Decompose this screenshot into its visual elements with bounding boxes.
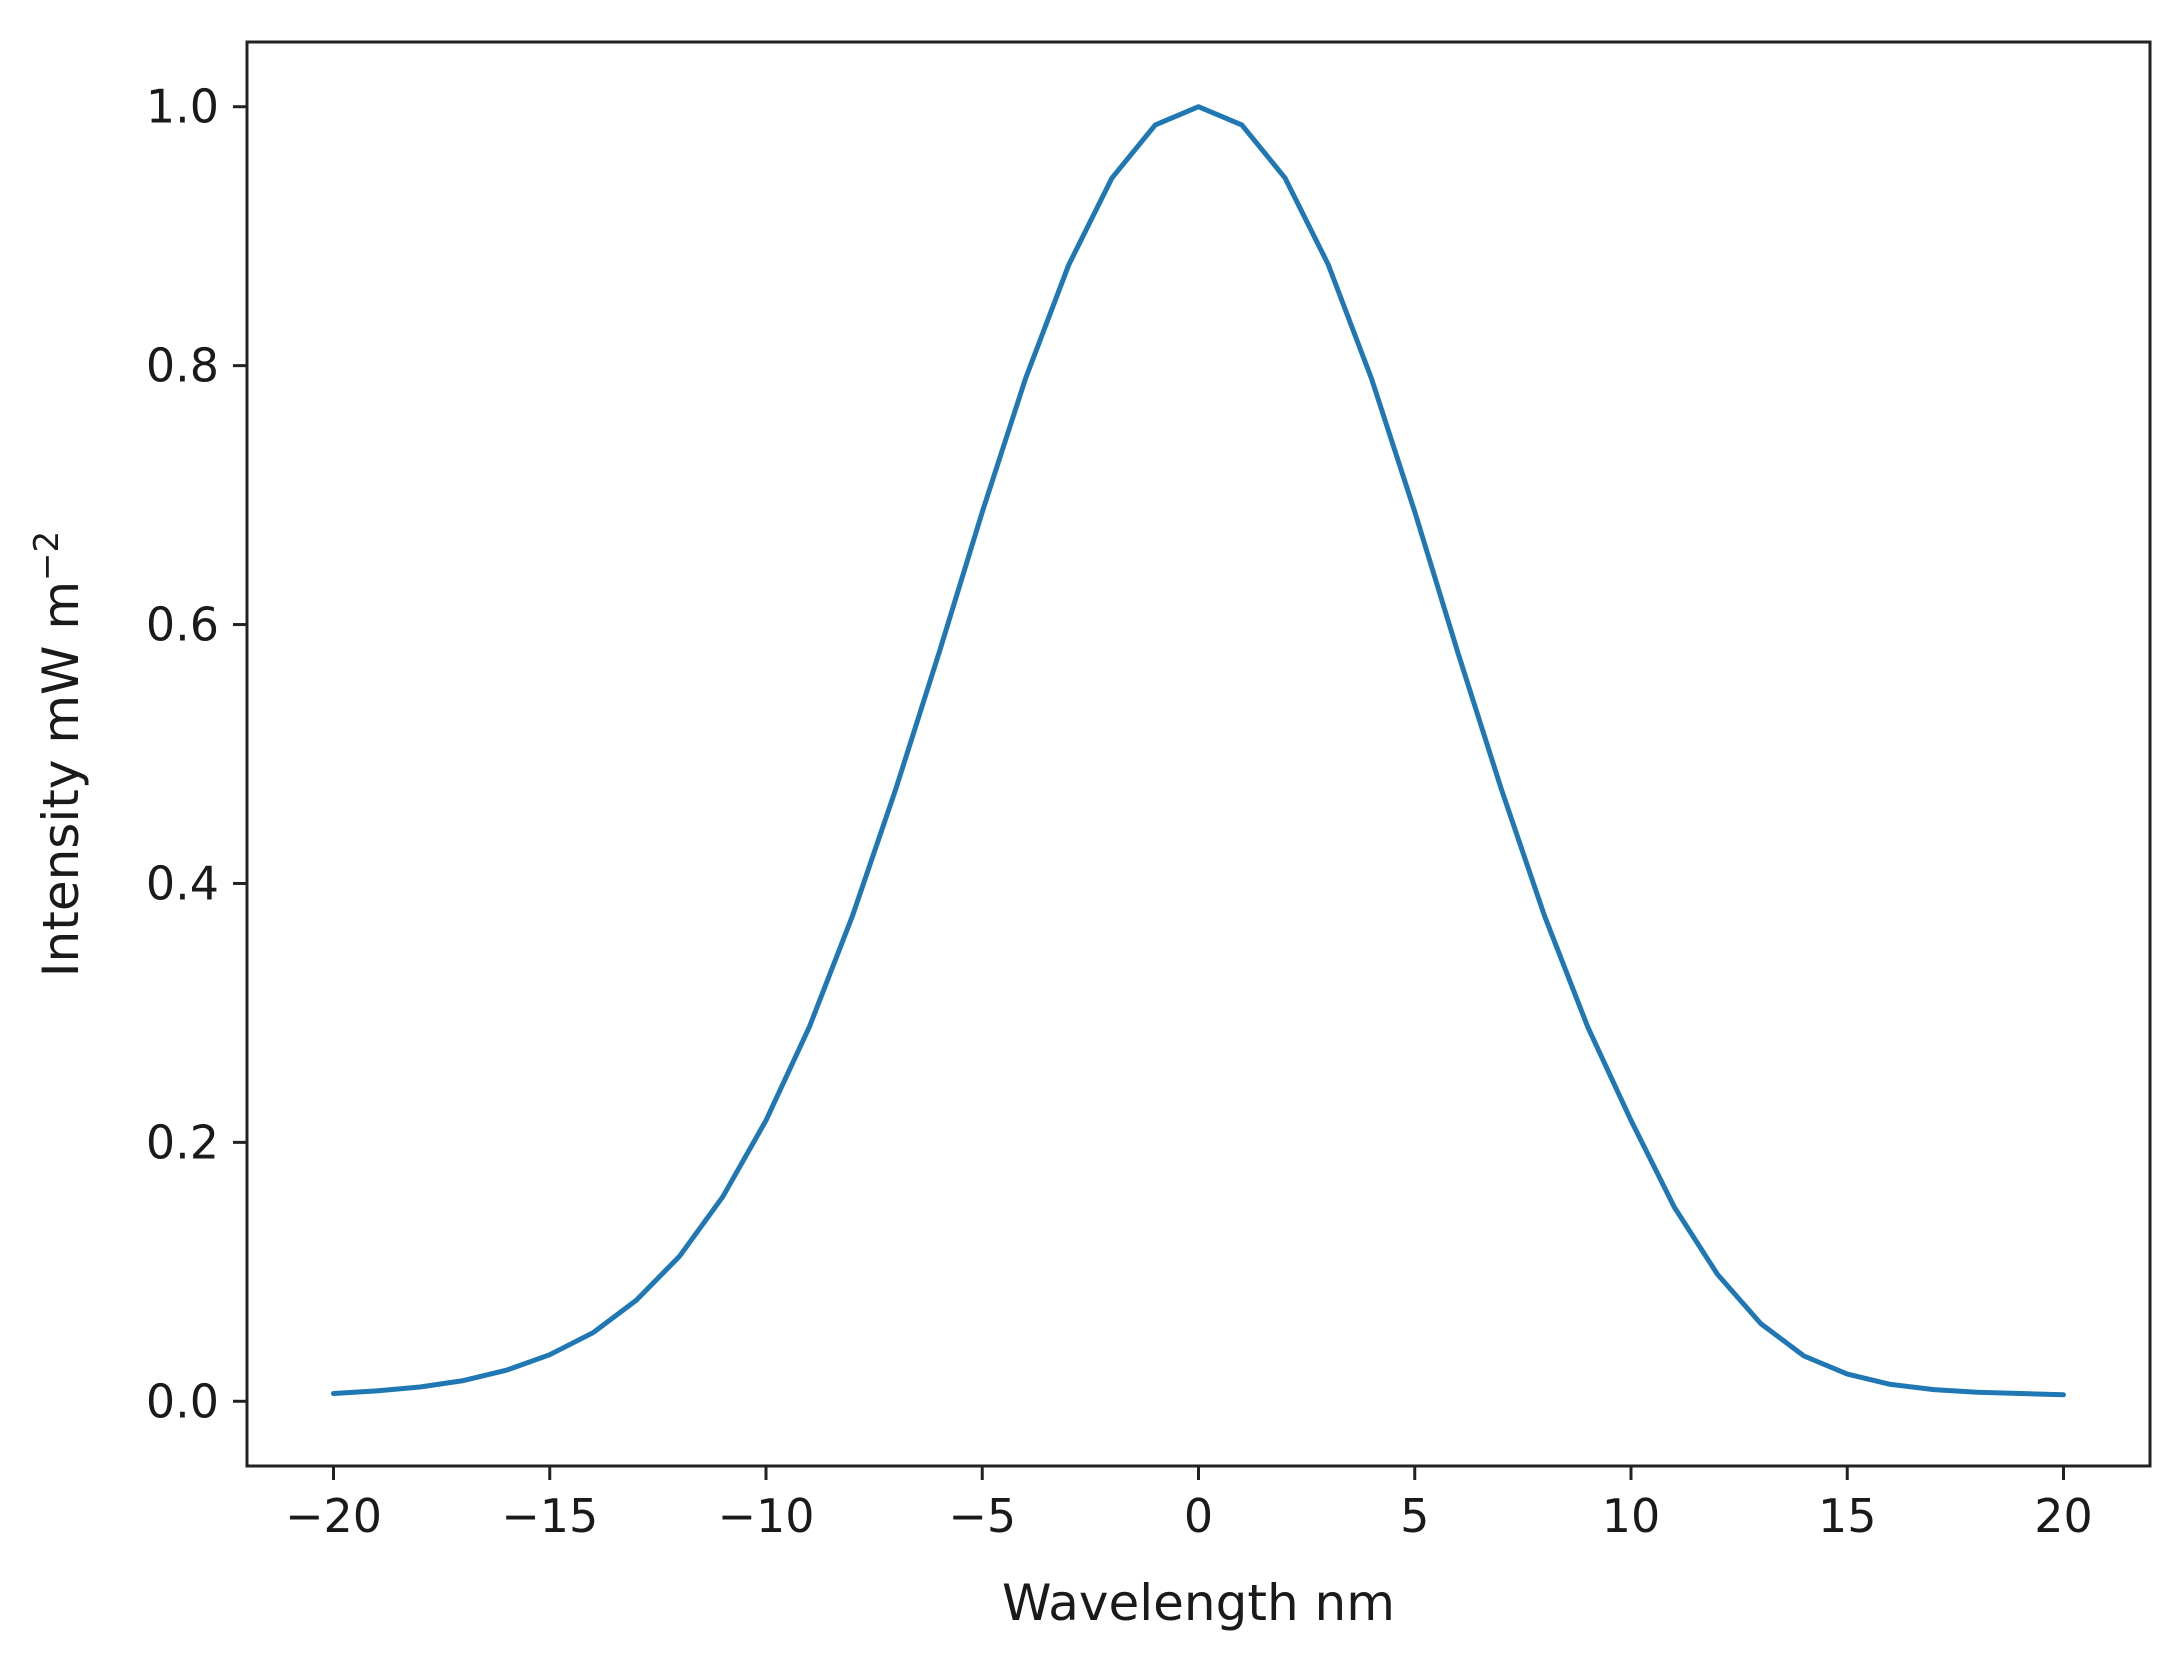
y-axis-ticks: 0.0 0.2 0.4 0.6 0.8 1.0 <box>146 80 247 1428</box>
y-axis-title-main: Intensity mW m <box>32 581 90 977</box>
y-tick-label: 0.8 <box>146 339 219 393</box>
x-tick-label: 15 <box>1818 1489 1877 1543</box>
x-tick-label: 20 <box>2034 1489 2093 1543</box>
y-tick-label: 0.4 <box>146 856 219 910</box>
series-line <box>331 104 2066 1398</box>
y-tick-label: 0.6 <box>146 598 219 652</box>
x-axis-ticks: −20 −15 −10 −5 0 5 10 15 20 <box>285 1466 2093 1543</box>
y-tick-label: 1.0 <box>146 80 219 134</box>
x-tick-label: 10 <box>1602 1489 1661 1543</box>
plot-frame <box>245 40 2152 1468</box>
y-tick-label: 0.2 <box>146 1115 219 1169</box>
x-tick-label: 0 <box>1184 1489 1213 1543</box>
x-tick-label: −10 <box>717 1489 814 1543</box>
x-axis-title: Wavelength nm <box>1002 1574 1395 1632</box>
x-tick-label: −5 <box>948 1489 1016 1543</box>
y-axis-title-exponent: −2 <box>27 531 67 581</box>
x-tick-label: −15 <box>501 1489 598 1543</box>
x-tick-label: −20 <box>285 1489 382 1543</box>
y-tick-label: 0.0 <box>146 1374 219 1428</box>
x-tick-label: 5 <box>1400 1489 1429 1543</box>
y-axis-title: Intensity mW m−2 <box>27 531 90 977</box>
